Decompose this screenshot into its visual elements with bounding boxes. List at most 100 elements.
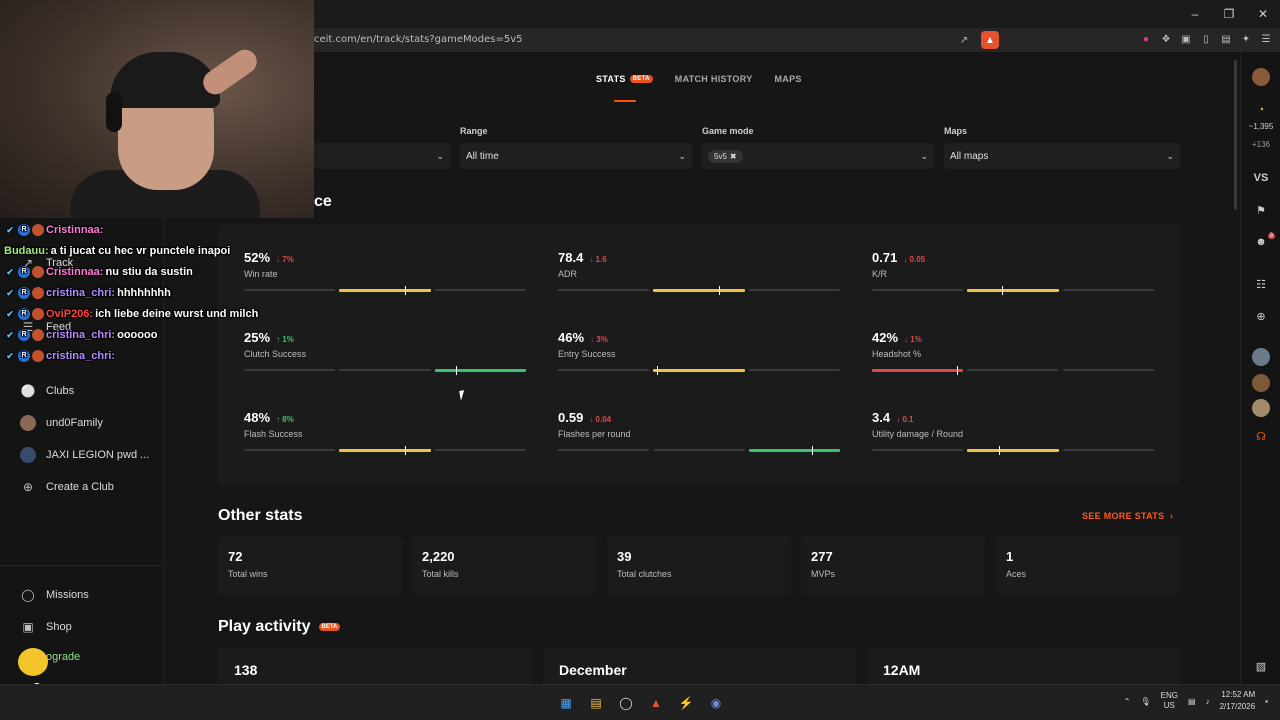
perf-stat-label: Win rate	[244, 269, 278, 279]
app-icon[interactable]: ⚡	[678, 696, 694, 710]
wallet-icon[interactable]: ▤	[1221, 33, 1231, 45]
share-icon[interactable]: ↗	[959, 34, 969, 46]
nav-item-track[interactable]: ↗ Track	[20, 255, 73, 271]
gauge-segment	[339, 289, 431, 292]
leo-ai-icon[interactable]: ✦	[1241, 33, 1251, 45]
headset-icon[interactable]: ☊	[1256, 431, 1266, 443]
faceit-logo-icon[interactable]: ▧	[1255, 661, 1267, 673]
maps-select[interactable]: All maps ⌄	[944, 143, 1180, 169]
menu-icon[interactable]: ☰	[1261, 33, 1271, 45]
avatar	[1252, 374, 1270, 392]
gauge-marker	[999, 446, 1000, 455]
chip-remove-icon[interactable]: ✖	[729, 151, 737, 161]
perf-stat-gauge	[872, 446, 1154, 455]
duck-sticker-icon	[18, 648, 48, 676]
perf-stat-delta: 1.6	[595, 255, 607, 264]
extensions-icon[interactable]: ❖	[1161, 33, 1171, 45]
friend-avatar[interactable]	[1241, 399, 1280, 417]
party-icon[interactable]: ☷	[1256, 279, 1266, 291]
perf-stat-header: 0.71 ↓ 0.05	[872, 250, 1154, 265]
gauge-segment	[872, 289, 964, 291]
sidebar-toggle-icon[interactable]: ▯	[1203, 33, 1209, 45]
clubs-icon: ⚪	[20, 384, 36, 398]
reader-icon[interactable]: ▣	[1181, 33, 1191, 45]
gauge-segment	[872, 369, 964, 372]
nav-item-upgrade[interactable]: ograde	[46, 651, 80, 663]
maps-label: Maps	[944, 126, 968, 136]
gauge-segment	[244, 369, 336, 371]
gauge-segment	[558, 289, 650, 291]
friend-avatar[interactable]	[1241, 348, 1280, 366]
vpn-icon[interactable]: ●	[1142, 33, 1150, 45]
gauge-segment	[339, 449, 431, 452]
gauge-marker	[719, 286, 720, 295]
see-more-stats-link[interactable]: SEE MORE STATS ›	[1082, 511, 1173, 521]
chat-username: Cristinnaa:	[46, 266, 104, 278]
nav-item-missions[interactable]: ◯ Missions	[20, 587, 89, 603]
gauge-marker	[957, 366, 958, 375]
close-icon[interactable]: ✕	[1257, 7, 1269, 21]
language-indicator[interactable]: ENG US	[1161, 691, 1178, 711]
clock[interactable]: 12:52 AM 2/17/2026	[1220, 689, 1256, 713]
notification-icon[interactable]: ▪	[1265, 696, 1268, 706]
friend-avatar[interactable]	[1241, 374, 1280, 392]
perf-stat-label: Flashes per round	[558, 429, 631, 439]
sub-badge-icon	[32, 350, 44, 362]
gamemode-select[interactable]: 5v5 ✖ ⌄	[702, 143, 934, 169]
arrow-up-icon: ↑ 8%	[276, 415, 294, 424]
rank-badge-icon: R	[18, 287, 30, 299]
perf-stat-delta: 0.04	[595, 415, 612, 424]
minimize-icon[interactable]: –	[1191, 7, 1199, 21]
beta-badge: BETA	[318, 623, 341, 631]
arrow-down-icon: ↓ 1%	[904, 335, 922, 344]
perf-stat: 52% ↓ 7% Win rate	[244, 250, 526, 295]
rank-badge-icon: R	[18, 350, 30, 362]
stat-card-value: 72	[228, 549, 243, 564]
perf-stat-gauge	[872, 366, 1154, 375]
rank-badge-icon: R	[18, 224, 30, 236]
main-content: STATS BETA MATCH HISTORY MAPS ⌄ Range Al…	[164, 52, 1236, 688]
brave-shield-icon[interactable]: ▲	[981, 31, 999, 49]
bell-icon[interactable]: ⚑	[1256, 205, 1266, 217]
tab-stats[interactable]: STATS BETA	[596, 74, 653, 84]
nav-item-club-und0family[interactable]: und0Family	[20, 415, 103, 431]
activity-card-matches: 138	[218, 648, 532, 688]
perf-stat-value: 78.4	[558, 250, 584, 265]
season-select[interactable]: ⌄	[314, 143, 450, 169]
gamemode-chip[interactable]: 5v5 ✖	[708, 149, 743, 163]
vs-button[interactable]: VS	[1253, 172, 1269, 184]
discord-icon[interactable]: ◉	[710, 696, 722, 710]
restore-icon[interactable]: ❐	[1223, 7, 1235, 21]
url-text[interactable]: ceit.com/en/track/stats?gameModes=5v5	[314, 34, 523, 45]
microphone-icon[interactable]: 🎙	[1140, 696, 1151, 706]
windows-start-icon[interactable]: ▦	[560, 696, 572, 710]
address-bar-actions: ↗ ▲	[955, 31, 999, 49]
chevron-up-icon[interactable]: ⌃	[1123, 696, 1131, 706]
tab-maps[interactable]: MAPS	[775, 74, 802, 84]
perf-stat-label: Headshot %	[872, 349, 922, 359]
performance-title: ce	[314, 193, 332, 210]
nav-item-club-jaxi[interactable]: JAXI LEGION pwd ...	[20, 447, 149, 463]
nav-item-clubs[interactable]: ⚪ Clubs	[20, 383, 75, 399]
page-scrollbar[interactable]	[1234, 60, 1237, 210]
perf-stat-value: 0.71	[872, 250, 898, 265]
file-explorer-icon[interactable]: ▤	[590, 696, 602, 710]
obs-icon[interactable]: ◯	[619, 696, 633, 710]
profile-avatar[interactable]	[1241, 68, 1280, 86]
network-icon[interactable]: ▤	[1188, 696, 1196, 706]
gauge-marker	[657, 366, 658, 375]
stats-tabs: STATS BETA MATCH HISTORY MAPS	[596, 74, 802, 84]
gauge-segment	[339, 369, 431, 371]
add-icon[interactable]: ⊕	[1256, 311, 1266, 323]
stat-card-mvps: 277 MVPs	[801, 537, 985, 595]
range-select[interactable]: All time ⌄	[460, 143, 692, 169]
friends-button[interactable]: ☻ 3	[1241, 233, 1280, 248]
nav-item-shop[interactable]: ▣ Shop	[20, 619, 71, 635]
mouse-cursor-icon	[459, 389, 471, 401]
volume-icon[interactable]: ♪	[1205, 696, 1210, 706]
nav-item-feed[interactable]: ☰ Feed	[20, 319, 71, 335]
perf-stat-header: 52% ↓ 7%	[244, 250, 526, 265]
nav-item-create-club[interactable]: ⊕ Create a Club	[20, 479, 114, 495]
brave-browser-icon[interactable]: ▲	[650, 696, 662, 710]
tab-match-history[interactable]: MATCH HISTORY	[675, 74, 753, 84]
